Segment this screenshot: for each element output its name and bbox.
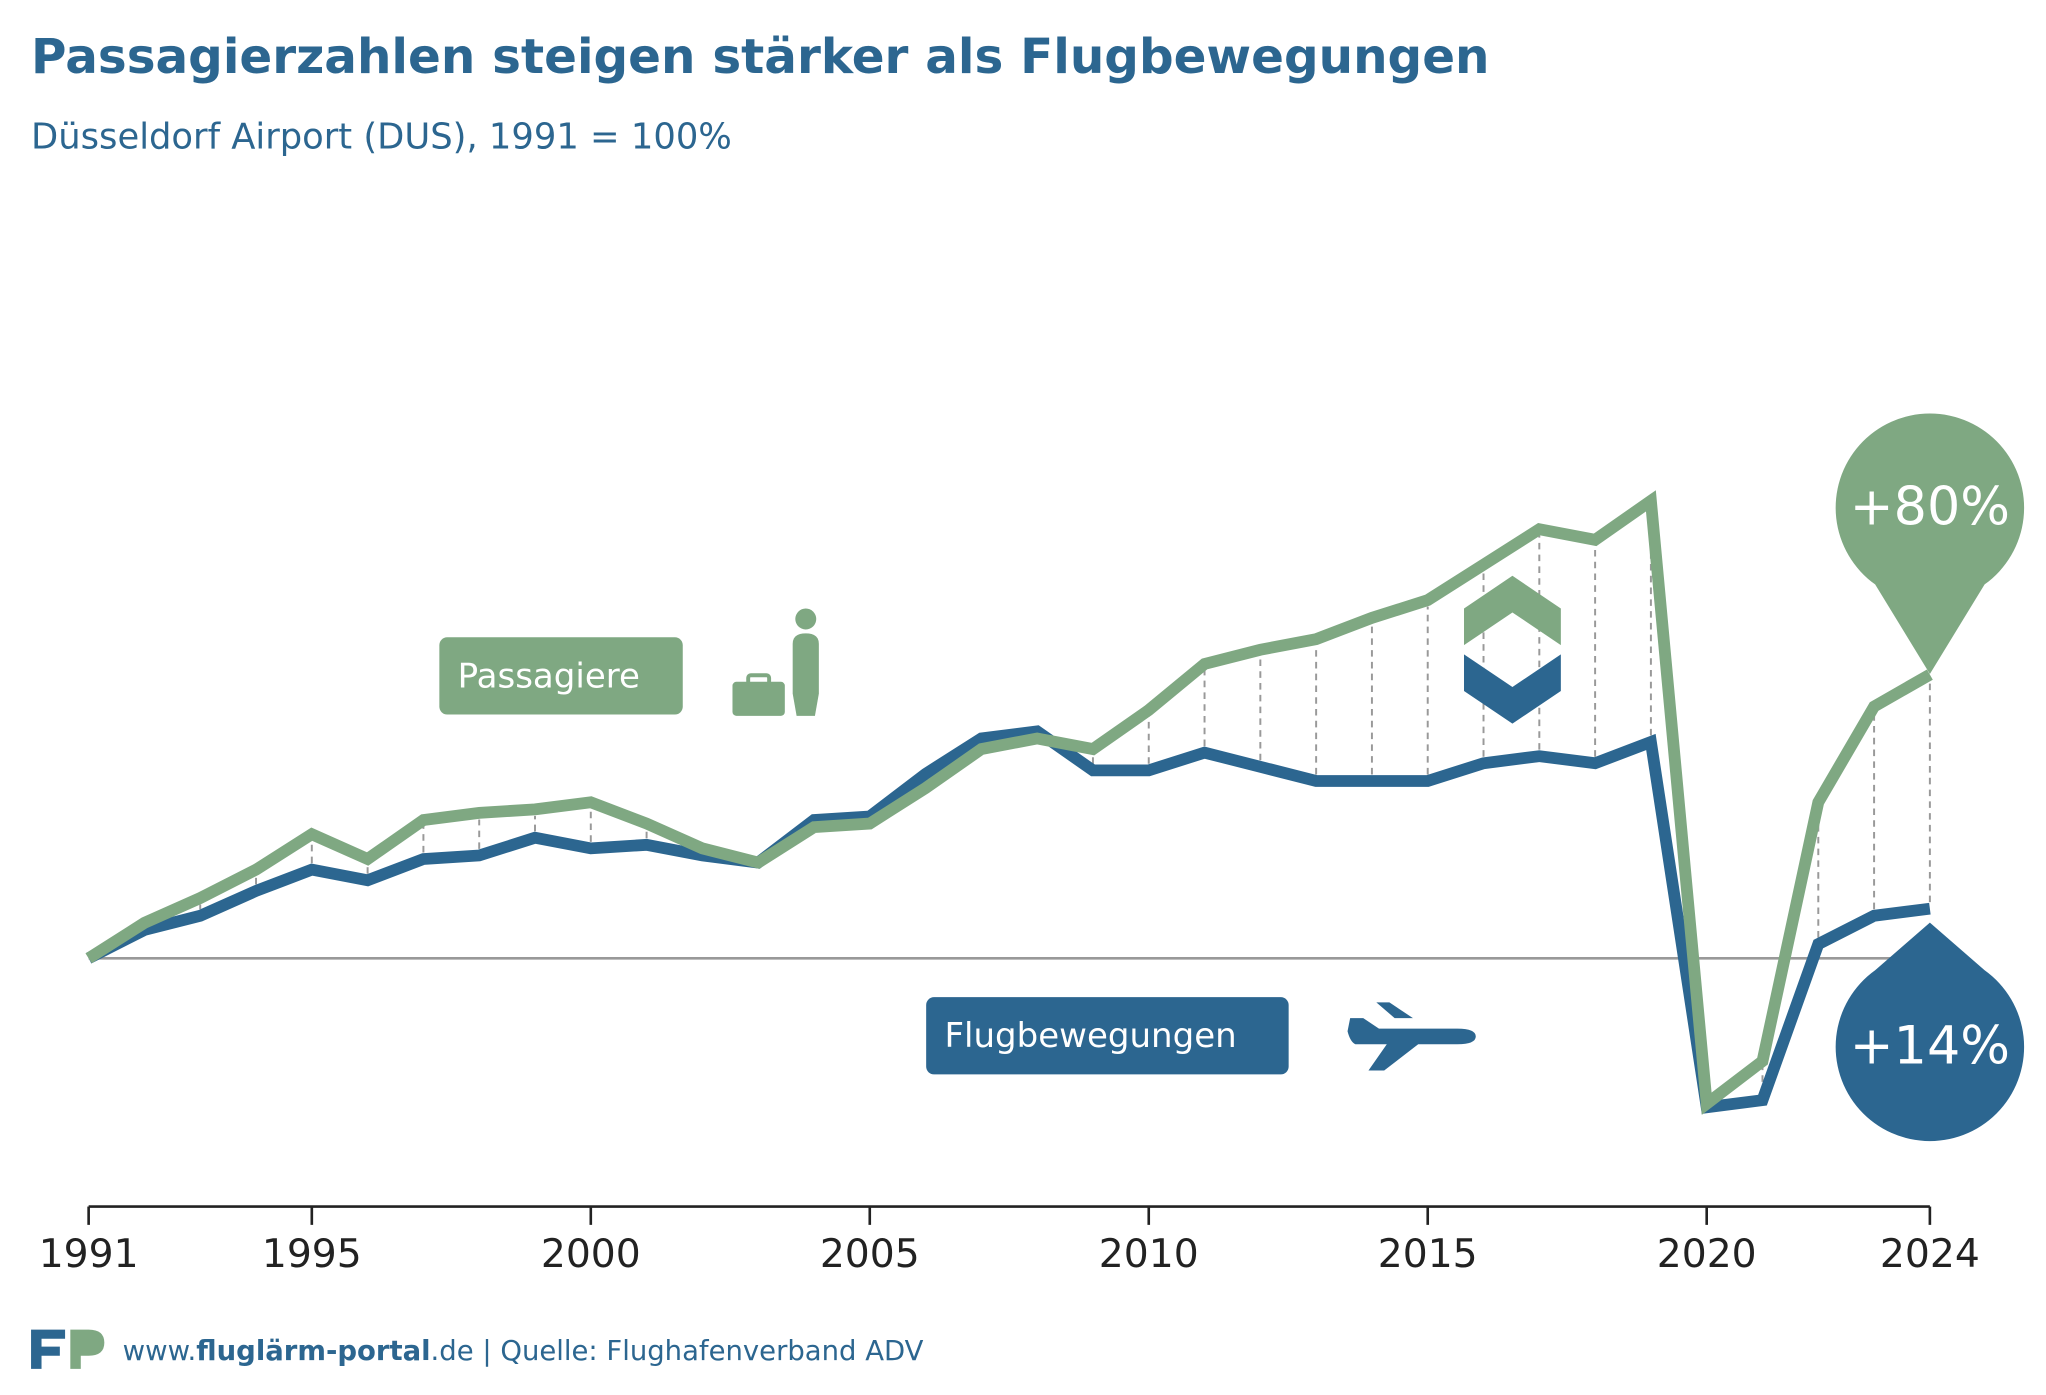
end-badge (1835, 413, 2025, 674)
x-tick-label: 2024 (1880, 1232, 1980, 1277)
chart-subtitle: Düsseldorf Airport (DUS), 1991 = 100% (31, 117, 732, 158)
x-tick-label: 2005 (820, 1232, 920, 1277)
footer-site: .de (431, 1335, 474, 1367)
end-label: +14% (1850, 1016, 2010, 1077)
x-tick-label: 2020 (1657, 1232, 1757, 1277)
x-tick-label: 1991 (39, 1232, 139, 1277)
legend-label: Passagiere (458, 656, 640, 696)
legend-label: Flugbewegungen (944, 1016, 1236, 1056)
footer: www.fluglärm-portal.de | Quelle: Flughaf… (123, 1335, 924, 1367)
series-line (85, 490, 1933, 1115)
down-chevron (1464, 654, 1561, 724)
up-chevron (1464, 575, 1561, 646)
legend-box (926, 997, 1289, 1075)
chart-title: Passagierzahlen steigen stärker als Flug… (31, 29, 1489, 85)
end-label: +80% (1850, 476, 2010, 537)
x-tick-label: 2000 (541, 1232, 641, 1277)
legend-box (439, 637, 683, 715)
x-tick-label: 2015 (1378, 1232, 1478, 1277)
footer-site: fluglärm-portal (196, 1335, 430, 1367)
footer-site: www. (123, 1335, 197, 1367)
x-tick-label: 1995 (262, 1232, 362, 1277)
footer-source: | Quelle: Flughafenverband ADV (474, 1335, 924, 1367)
plot-area: 1991 1995 2000 2005 2010 2015 2020 2024 Passagie… (39, 490, 1980, 1277)
logo (31, 1329, 105, 1369)
series-line (85, 725, 1931, 1114)
plane-icon (1347, 1002, 1476, 1071)
end-badge (1835, 922, 2025, 1142)
passenger-icon (732, 608, 819, 716)
x-tick-label: 2010 (1099, 1232, 1199, 1277)
